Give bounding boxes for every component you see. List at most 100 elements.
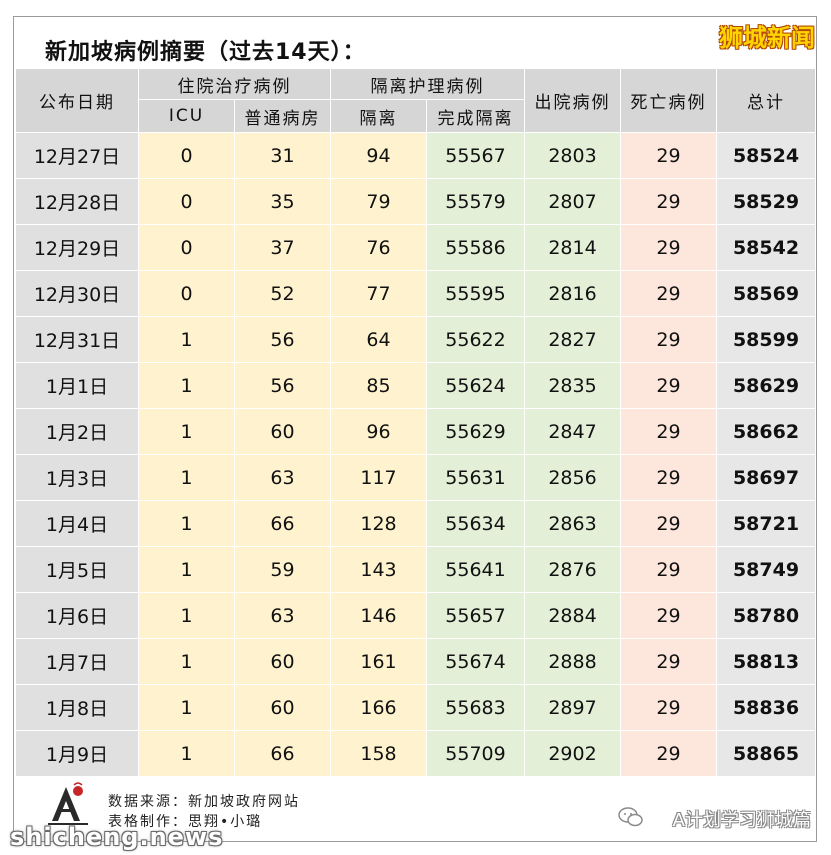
cell-isolation: 79 bbox=[330, 178, 427, 225]
cell-icu: 1 bbox=[138, 546, 235, 593]
cell-total: 58836 bbox=[716, 684, 816, 731]
table-row: 1月2日 1 60 96 55629 2847 29 58662 bbox=[15, 408, 816, 455]
cell-ward: 56 bbox=[234, 362, 331, 409]
cell-total: 58529 bbox=[716, 178, 816, 225]
cell-isolation: 146 bbox=[330, 592, 427, 639]
row-date: 12月28日 bbox=[15, 178, 139, 225]
cell-deaths: 29 bbox=[620, 132, 717, 179]
cell-discharged: 2856 bbox=[524, 454, 621, 501]
cell-isolation: 161 bbox=[330, 638, 427, 685]
cell-isolation: 96 bbox=[330, 408, 427, 455]
header-isolation: 隔离 bbox=[330, 99, 427, 133]
header-isolation-group: 隔离护理病例 bbox=[330, 68, 525, 100]
cell-isolation: 94 bbox=[330, 132, 427, 179]
cell-discharged: 2835 bbox=[524, 362, 621, 409]
cell-completed: 55634 bbox=[426, 500, 525, 547]
cell-total: 58542 bbox=[716, 224, 816, 271]
cell-total: 58662 bbox=[716, 408, 816, 455]
cell-isolation: 76 bbox=[330, 224, 427, 271]
header-total: 总计 bbox=[716, 68, 816, 133]
cell-completed: 55709 bbox=[426, 730, 525, 777]
header-hospital-group: 住院治疗病例 bbox=[138, 68, 331, 100]
header-date: 公布日期 bbox=[15, 68, 139, 133]
table-row: 1月1日 1 56 85 55624 2835 29 58629 bbox=[15, 362, 816, 409]
table-row: 1月8日 1 60 166 55683 2897 29 58836 bbox=[15, 684, 816, 731]
account-watermark: A计划学习狮城篇 bbox=[672, 810, 811, 831]
cell-isolation: 128 bbox=[330, 500, 427, 547]
table-row: 1月5日 1 59 143 55641 2876 29 58749 bbox=[15, 546, 816, 593]
cell-deaths: 29 bbox=[620, 454, 717, 501]
row-date: 1月8日 bbox=[15, 684, 139, 731]
cell-deaths: 29 bbox=[620, 408, 717, 455]
cell-discharged: 2863 bbox=[524, 500, 621, 547]
table-row: 12月31日 1 56 64 55622 2827 29 58599 bbox=[15, 316, 816, 363]
table-row: 1月3日 1 63 117 55631 2856 29 58697 bbox=[15, 454, 816, 501]
table-row: 1月7日 1 60 161 55674 2888 29 58813 bbox=[15, 638, 816, 685]
cell-ward: 59 bbox=[234, 546, 331, 593]
cell-discharged: 2816 bbox=[524, 270, 621, 317]
cell-total: 58721 bbox=[716, 500, 816, 547]
cell-deaths: 29 bbox=[620, 546, 717, 593]
cases-table: 公布日期 住院治疗病例 隔离护理病例 出院病例 死亡病例 总计 ICU 普通病房… bbox=[15, 68, 816, 777]
cell-ward: 52 bbox=[234, 270, 331, 317]
cell-completed: 55624 bbox=[426, 362, 525, 409]
table-row: 12月27日 0 31 94 55567 2803 29 58524 bbox=[15, 132, 816, 179]
cell-icu: 1 bbox=[138, 730, 235, 777]
cell-ward: 60 bbox=[234, 684, 331, 731]
cell-icu: 1 bbox=[138, 408, 235, 455]
cell-icu: 1 bbox=[138, 500, 235, 547]
cell-isolation: 64 bbox=[330, 316, 427, 363]
cell-discharged: 2803 bbox=[524, 132, 621, 179]
cell-completed: 55622 bbox=[426, 316, 525, 363]
cell-discharged: 2847 bbox=[524, 408, 621, 455]
wechat-icon bbox=[618, 807, 643, 827]
table-body: 12月27日 0 31 94 55567 2803 29 58524 12月28日 0 35 79 55… bbox=[15, 132, 816, 777]
maker-note: 表格制作：思翔•小璐 bbox=[108, 814, 263, 830]
cell-discharged: 2814 bbox=[524, 224, 621, 271]
cell-deaths: 29 bbox=[620, 178, 717, 225]
cell-icu: 0 bbox=[138, 270, 235, 317]
cell-completed: 55657 bbox=[426, 592, 525, 639]
row-date: 12月31日 bbox=[15, 316, 139, 363]
cell-ward: 37 bbox=[234, 224, 331, 271]
cell-icu: 1 bbox=[138, 592, 235, 639]
cell-completed: 55674 bbox=[426, 638, 525, 685]
cell-discharged: 2902 bbox=[524, 730, 621, 777]
cell-icu: 0 bbox=[138, 178, 235, 225]
cell-ward: 63 bbox=[234, 454, 331, 501]
cell-ward: 56 bbox=[234, 316, 331, 363]
cell-isolation: 158 bbox=[330, 730, 427, 777]
cell-completed: 55579 bbox=[426, 178, 525, 225]
cell-icu: 1 bbox=[138, 454, 235, 501]
cell-completed: 55631 bbox=[426, 454, 525, 501]
header-discharged: 出院病例 bbox=[524, 68, 621, 133]
cell-deaths: 29 bbox=[620, 684, 717, 731]
cell-discharged: 2807 bbox=[524, 178, 621, 225]
cell-completed: 55641 bbox=[426, 546, 525, 593]
cell-total: 58569 bbox=[716, 270, 816, 317]
cell-completed: 55567 bbox=[426, 132, 525, 179]
row-date: 1月4日 bbox=[15, 500, 139, 547]
cell-discharged: 2897 bbox=[524, 684, 621, 731]
row-date: 1月1日 bbox=[15, 362, 139, 409]
cell-icu: 0 bbox=[138, 132, 235, 179]
cell-completed: 55586 bbox=[426, 224, 525, 271]
cell-ward: 66 bbox=[234, 730, 331, 777]
table-row: 12月29日 0 37 76 55586 2814 29 58542 bbox=[15, 224, 816, 271]
table-row: 1月9日 1 66 158 55709 2902 29 58865 bbox=[15, 730, 816, 777]
table-row: 1月6日 1 63 146 55657 2884 29 58780 bbox=[15, 592, 816, 639]
cell-total: 58599 bbox=[716, 316, 816, 363]
cell-deaths: 29 bbox=[620, 500, 717, 547]
cell-deaths: 29 bbox=[620, 224, 717, 271]
cell-isolation: 166 bbox=[330, 684, 427, 731]
cell-discharged: 2876 bbox=[524, 546, 621, 593]
page-title: 新加坡病例摘要（过去14天）： bbox=[45, 40, 366, 65]
cell-total: 58749 bbox=[716, 546, 816, 593]
cell-deaths: 29 bbox=[620, 592, 717, 639]
cell-icu: 0 bbox=[138, 224, 235, 271]
cell-isolation: 85 bbox=[330, 362, 427, 409]
header-icu: ICU bbox=[138, 99, 235, 133]
row-date: 1月3日 bbox=[15, 454, 139, 501]
row-date: 12月29日 bbox=[15, 224, 139, 271]
cell-isolation: 143 bbox=[330, 546, 427, 593]
